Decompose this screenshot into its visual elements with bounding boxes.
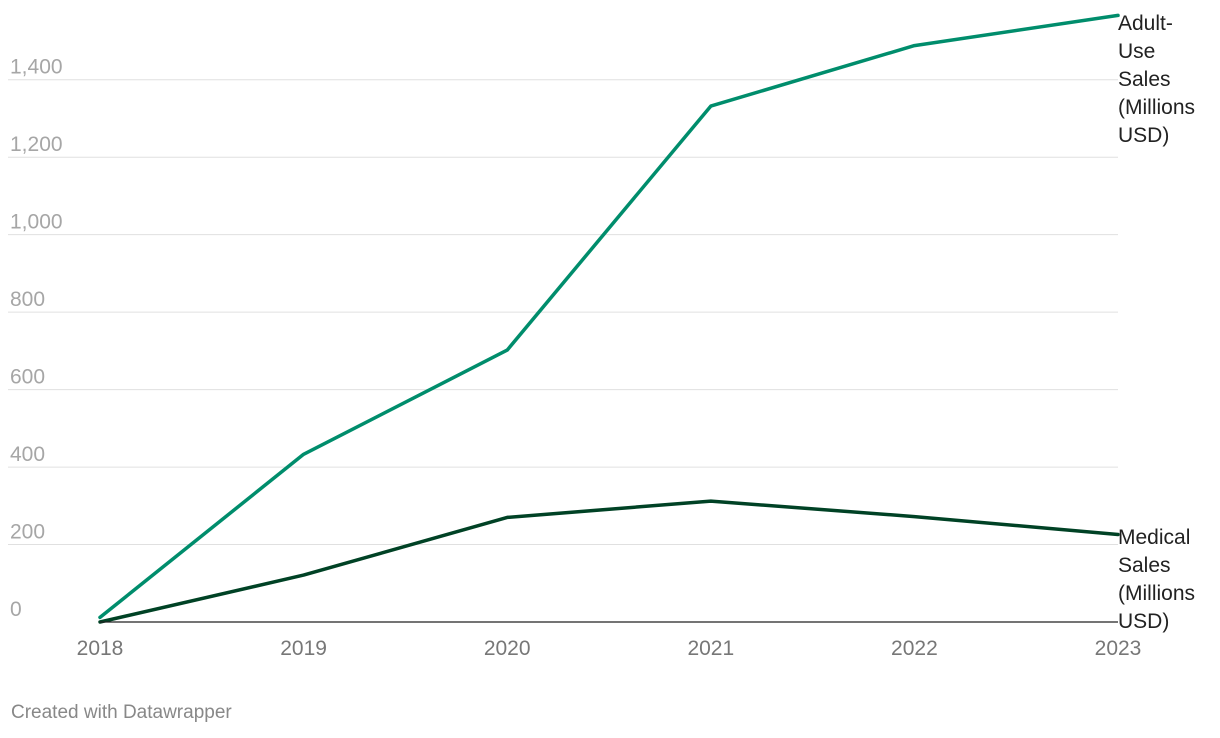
y-tick-label: 800 bbox=[10, 288, 45, 311]
y-tick-label: 400 bbox=[10, 443, 45, 466]
series-line-0 bbox=[98, 13, 1120, 620]
x-tick-label: 2021 bbox=[687, 637, 734, 660]
series-lines bbox=[98, 13, 1120, 624]
y-tick-label: 200 bbox=[10, 521, 45, 544]
x-tick-label: 2018 bbox=[77, 637, 124, 660]
x-tick-label: 2020 bbox=[484, 637, 531, 660]
gridlines bbox=[8, 79, 1118, 546]
series-labels: Adult-Use Sales (Millions USD) Medical Sales(… bbox=[1118, 12, 1195, 633]
x-tick-label: 2023 bbox=[1095, 637, 1142, 660]
series-line-1 bbox=[98, 499, 1120, 624]
series-label-0: Adult-Use Sales (Millions USD) bbox=[1118, 12, 1195, 147]
datawrapper-credit: Created with Datawrapper bbox=[11, 702, 232, 723]
y-tick-label: 600 bbox=[10, 366, 45, 389]
y-axis-tick-labels: 0 200 400 600 800 1,000 1,200 1,400 bbox=[10, 56, 63, 621]
y-tick-label: 1,200 bbox=[10, 133, 63, 156]
y-tick-label: 1,000 bbox=[10, 211, 63, 234]
y-tick-label: 0 bbox=[10, 598, 22, 621]
x-tick-label: 2019 bbox=[280, 637, 327, 660]
x-axis-tick-labels: 2018 2019 2020 2021 2022 2023 bbox=[77, 637, 1142, 660]
y-tick-label: 1,400 bbox=[10, 56, 63, 79]
x-tick-label: 2022 bbox=[891, 637, 938, 660]
series-label-1: Medical Sales (Millions USD) bbox=[1118, 526, 1195, 633]
